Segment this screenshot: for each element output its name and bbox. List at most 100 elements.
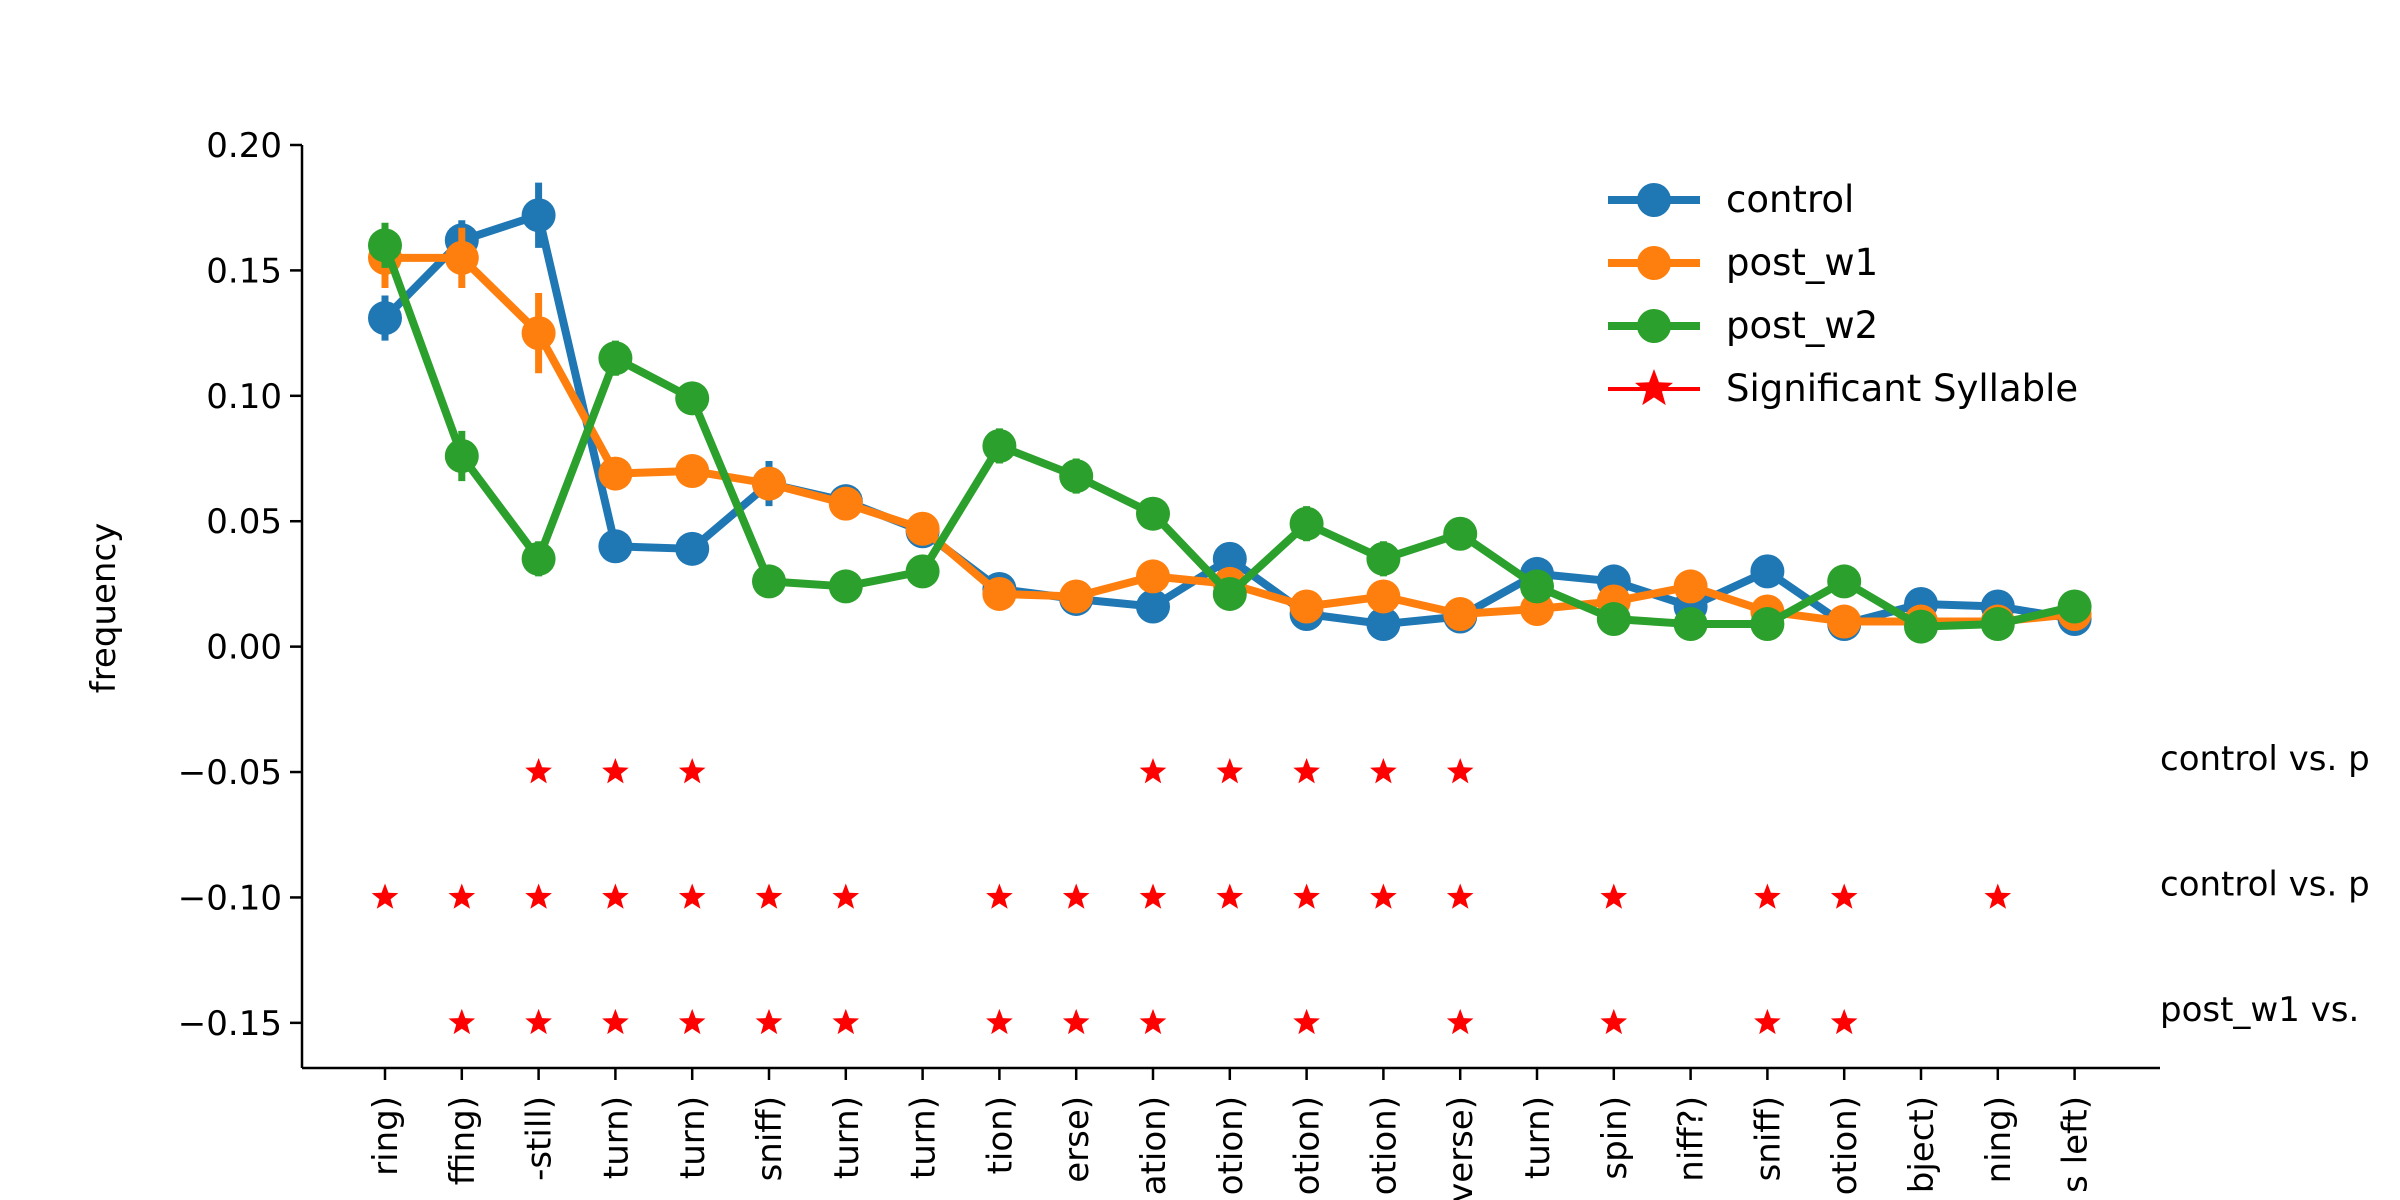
comparison-label: control vs. p [2160, 864, 2370, 904]
legend-label: control [1726, 178, 1854, 221]
significance-star [1293, 758, 1320, 784]
x-tick-label: sniff) [750, 1096, 790, 1181]
significance-star [1139, 758, 1167, 784]
data-point [1366, 579, 1401, 614]
significance-star [986, 883, 1013, 909]
significance-star [1600, 883, 1628, 909]
y-axis-label: frequency [84, 523, 124, 694]
significance-star [986, 1008, 1013, 1035]
series-layer [368, 182, 2092, 644]
x-axis-ticks: ring) ffing) -still) turn) turn) sniff) turn) t… [366, 1068, 2096, 1200]
x-tick-label: ring) [366, 1096, 406, 1176]
significance-star [525, 883, 552, 909]
data-point [598, 529, 633, 564]
x-tick-label: verse) [1441, 1096, 1481, 1200]
significance-star [602, 758, 629, 784]
data-point [828, 486, 863, 521]
x-tick-label: niff?) [1672, 1096, 1712, 1182]
data-point [1904, 609, 1938, 644]
significance-star [525, 758, 552, 784]
significance-row: control vs. p [371, 864, 2370, 909]
data-point [1750, 607, 1785, 642]
data-point [1750, 554, 1785, 589]
data-point [1673, 607, 1708, 642]
x-tick-label: turn) [1518, 1096, 1558, 1179]
legend-label: post_w2 [1726, 304, 1878, 347]
legend-label: Significant Syllable [1726, 367, 2078, 410]
x-tick-label: otion) [1825, 1096, 1865, 1195]
data-point [1289, 589, 1324, 624]
data-point [752, 466, 786, 501]
legend-marker [1637, 246, 1671, 280]
legend-entry: Significant Syllable [1608, 367, 2078, 410]
x-tick-label: turn) [904, 1096, 944, 1179]
data-point [1673, 569, 1708, 604]
x-tick-label: turn) [827, 1096, 867, 1179]
x-tick-label: otion) [1288, 1096, 1328, 1195]
significance-star [1139, 1008, 1167, 1035]
significance-star [678, 758, 706, 784]
significance-star [525, 1008, 552, 1035]
significance-star [602, 1008, 629, 1035]
data-point [1443, 597, 1478, 632]
comparison-label: post_w1 vs. [2160, 990, 2359, 1030]
significance-star [1216, 758, 1244, 784]
significance-star [1754, 883, 1781, 909]
data-point [1212, 541, 1247, 576]
data-point [1980, 607, 2015, 642]
significance-star [1830, 1008, 1858, 1035]
significance-star [448, 1008, 476, 1035]
x-tick-label: ffing) [443, 1096, 483, 1185]
significance-star [832, 1008, 860, 1035]
data-point [598, 341, 633, 376]
significance-star [755, 1008, 783, 1035]
legend-marker [1637, 183, 1671, 217]
data-point [2057, 589, 2092, 624]
legend-entry: post_w2 [1608, 304, 1878, 347]
legend-entry: control [1608, 178, 1854, 221]
y-tick-label: −0.15 [178, 1004, 282, 1044]
data-point [675, 381, 710, 416]
significance-star [1446, 883, 1474, 909]
data-point [1366, 607, 1401, 642]
significance-star [1293, 1008, 1320, 1035]
y-tick-label: 0.15 [206, 251, 282, 291]
significance-layer: control vs. p control vs. p post_w1 vs. [371, 739, 2370, 1035]
data-point [1059, 459, 1094, 494]
significance-row: post_w1 vs. [448, 990, 2359, 1035]
significance-star [371, 883, 399, 909]
x-tick-label: turn) [673, 1096, 713, 1179]
significance-star [1139, 883, 1167, 909]
data-point [521, 198, 556, 233]
data-point [752, 564, 786, 599]
significance-star [1754, 1008, 1781, 1035]
x-tick-label: sniff) [1748, 1096, 1788, 1181]
data-point [444, 240, 479, 275]
x-tick-label: bject) [1902, 1096, 1942, 1193]
series-post_w2 [368, 222, 2092, 644]
x-tick-label: tion) [980, 1096, 1020, 1174]
legend-star [1634, 369, 1674, 406]
legend: control post_w1 post_w2 Significant Syllabl… [1608, 178, 2078, 410]
y-tick-label: −0.10 [178, 878, 282, 918]
data-point [1520, 569, 1554, 604]
significance-star [1600, 1008, 1628, 1035]
y-tick-label: 0.00 [206, 628, 282, 668]
significance-star [1062, 883, 1090, 909]
legend-label: post_w1 [1726, 241, 1878, 284]
significance-star [1446, 1008, 1474, 1035]
comparison-label: control vs. p [2160, 739, 2370, 779]
significance-star [678, 883, 706, 909]
legend-marker [1637, 309, 1671, 343]
significance-star [1216, 883, 1244, 909]
x-tick-label: otion) [1364, 1096, 1404, 1195]
x-tick-label: ning) [1979, 1096, 2019, 1183]
y-tick-label: −0.05 [178, 753, 282, 793]
significance-star [1062, 1008, 1090, 1035]
x-tick-label: s left) [2056, 1096, 2096, 1193]
data-point [828, 569, 863, 604]
significance-star [602, 883, 629, 909]
y-axis-ticks: 0.20 0.15 0.10 0.05 0.00 −0.05 −0.10 −0.15 [178, 126, 302, 1044]
data-point [368, 301, 402, 336]
